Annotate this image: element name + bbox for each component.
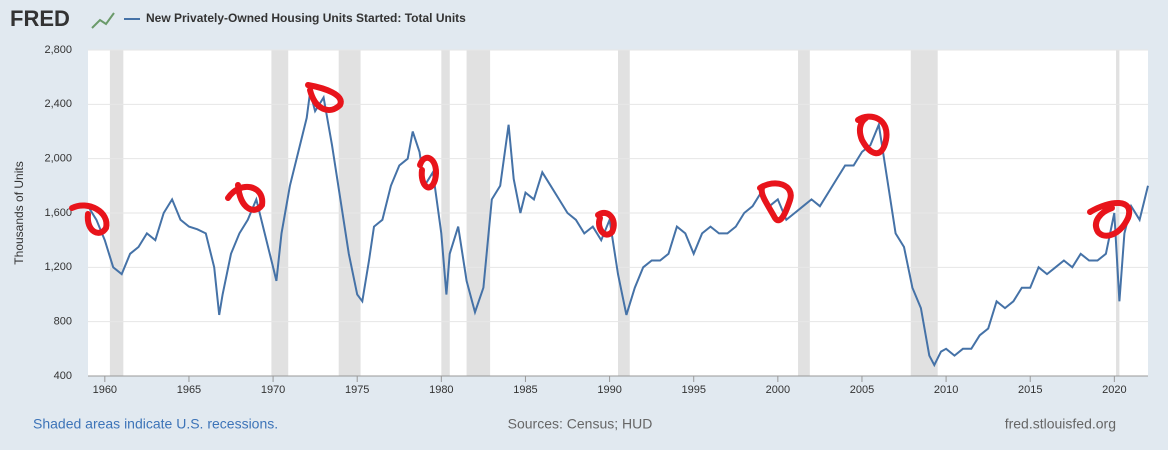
annotation-circle <box>225 182 266 213</box>
y-tick-label: 1,600 <box>44 207 72 219</box>
sources: Sources: Census; HUD <box>508 416 653 432</box>
y-tick-label: 800 <box>54 316 72 328</box>
logo-icon <box>91 12 115 29</box>
x-tick-label: 2005 <box>850 384 874 396</box>
x-tick-label: 2010 <box>934 384 958 396</box>
annotation-circle <box>855 113 890 157</box>
x-tick-label: 1990 <box>597 384 621 396</box>
plot-layer: 400 800 1,200 1,600 2,000 2,400 2,800 1960 1965 1… <box>44 44 1149 396</box>
x-tick-label: 1965 <box>177 384 201 396</box>
x-tick-label: 1975 <box>345 384 369 396</box>
y-tick-label: 2,000 <box>44 153 72 165</box>
series-line <box>87 91 1149 368</box>
annotation-circle <box>69 202 110 236</box>
site: fred.stlouisfed.org <box>1005 416 1116 432</box>
x-tick-label: 1970 <box>261 384 285 396</box>
hand-annotations <box>69 82 1133 239</box>
x-tick-label: 1995 <box>681 384 705 396</box>
annotation-circle <box>305 82 344 113</box>
x-tick-label: 1985 <box>513 384 537 396</box>
annotation-circle <box>595 210 617 238</box>
x-tick-label: 2020 <box>1102 384 1126 396</box>
recession-note[interactable]: Shaded areas indicate U.S. recessions. <box>33 416 278 432</box>
y-tick-label: 400 <box>54 370 72 382</box>
y-axis-label: Thousands of Units <box>12 161 26 264</box>
annotation-circle <box>1087 199 1133 239</box>
x-tick-label: 2000 <box>766 384 790 396</box>
y-tick-label: 1,200 <box>44 261 72 273</box>
x-tick-label: 2015 <box>1018 384 1042 396</box>
logo: FRED <box>10 6 70 31</box>
x-tick-label: 1980 <box>429 384 453 396</box>
legend-label: New Privately-Owned Housing Units Starte… <box>146 11 466 25</box>
y-tick-label: 2,400 <box>44 98 72 110</box>
x-tick-label: 1960 <box>93 384 117 396</box>
y-tick-label: 2,800 <box>44 44 72 56</box>
annotation-circle <box>417 154 439 191</box>
annotation-circle <box>757 180 794 224</box>
